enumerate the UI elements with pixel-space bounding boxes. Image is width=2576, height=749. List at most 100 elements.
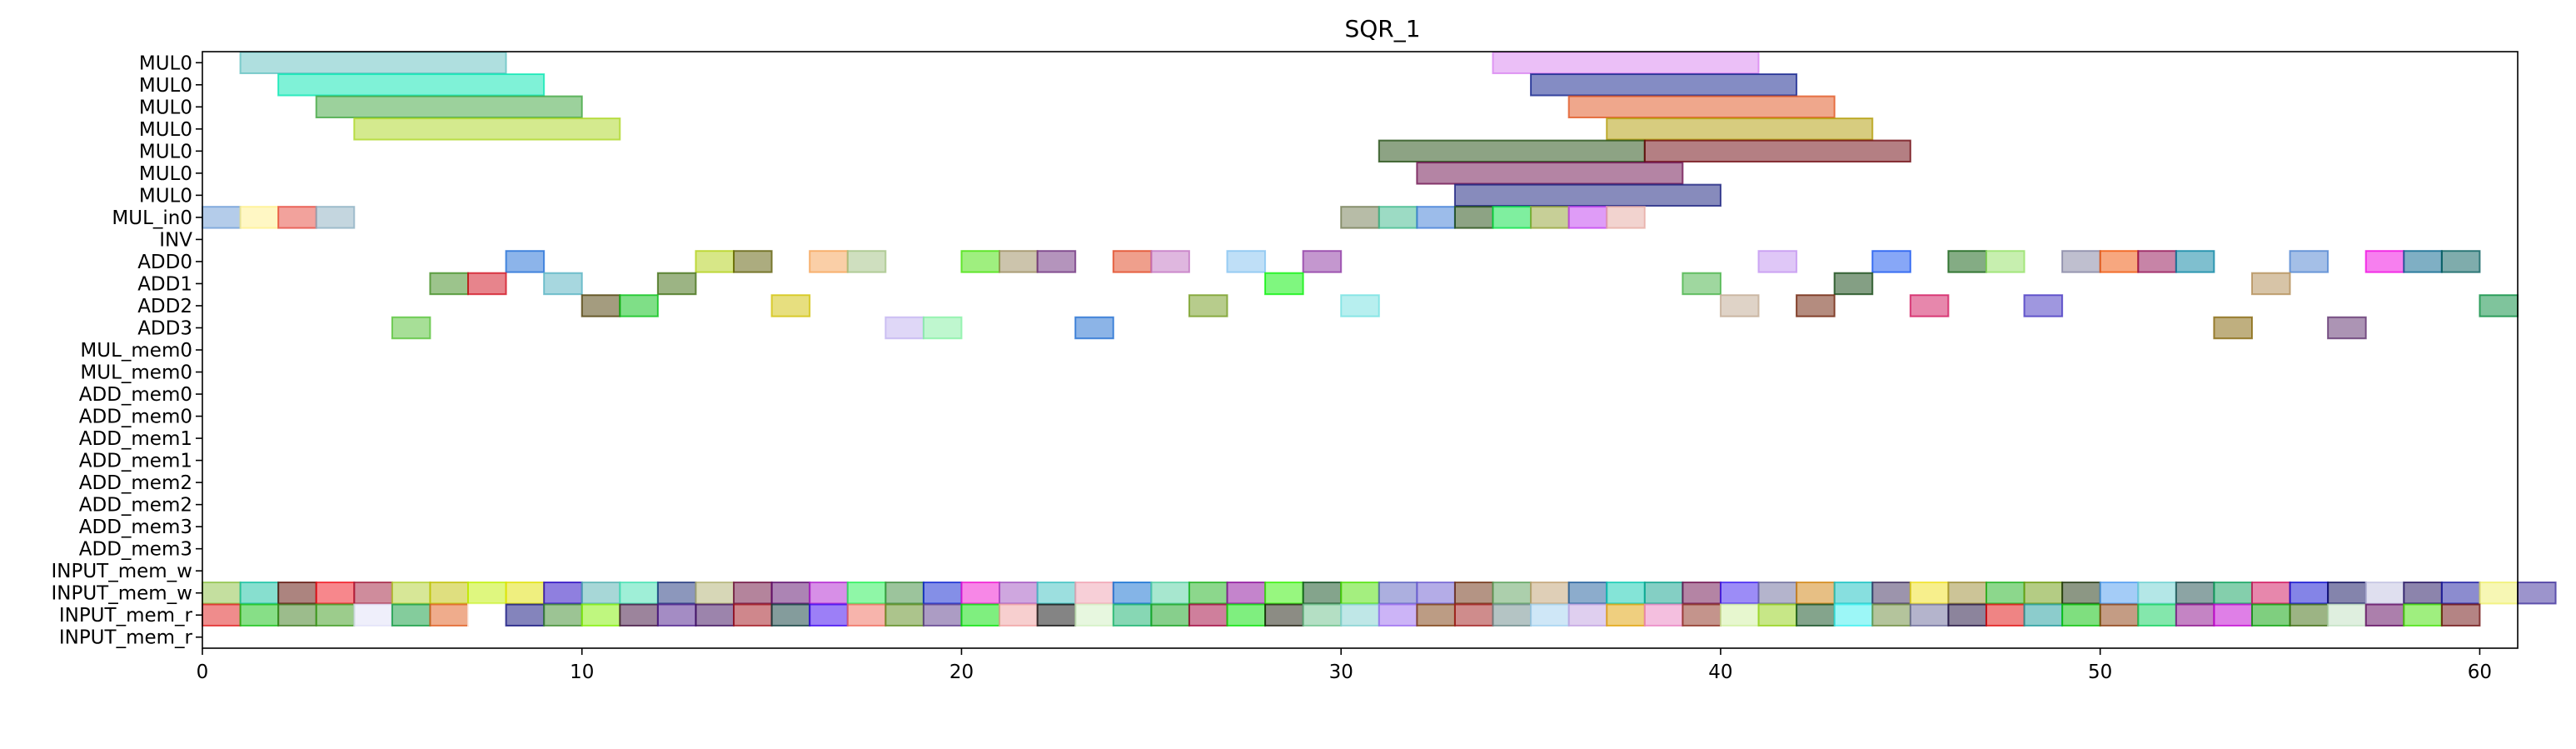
gantt-bar: [1985, 250, 2025, 273]
gantt-bar: [960, 603, 1001, 627]
gantt-bar: [656, 581, 697, 605]
gantt-bar: [1112, 250, 1153, 273]
gantt-bar: [391, 316, 431, 340]
gantt-bar: [1036, 603, 1077, 627]
gantt-bar: [1947, 250, 1987, 273]
gantt-bar: [1492, 581, 1532, 605]
gantt-bar: [1264, 272, 1304, 296]
gantt-bar: [467, 581, 507, 605]
gantt-bar: [1302, 581, 1343, 605]
gantt-bar: [1985, 603, 2025, 627]
gantt-bar: [2403, 250, 2443, 273]
gantt-bar: [809, 603, 849, 627]
gantt-bar: [809, 250, 849, 273]
gantt-bar: [239, 206, 280, 229]
y-tick-label: ADD0: [137, 252, 192, 273]
gantt-bar: [1719, 581, 1760, 605]
gantt-bar: [543, 603, 583, 627]
gantt-bar: [1188, 581, 1228, 605]
gantt-bar: [1985, 581, 2025, 605]
gantt-bar: [1871, 250, 1911, 273]
gantt-bar: [2213, 603, 2253, 627]
gantt-bar: [1340, 206, 1380, 229]
gantt-bar: [695, 581, 735, 605]
gantt-bar: [1947, 581, 1987, 605]
gantt-bar: [1871, 603, 1911, 627]
gantt-bar: [2327, 316, 2367, 340]
gantt-bar: [2137, 250, 2177, 273]
gantt-bar: [467, 603, 507, 627]
gantt-bar: [1909, 581, 1950, 605]
gantt-bar: [1226, 603, 1267, 627]
y-tick-label: ADD_mem1: [79, 428, 192, 450]
gantt-bar: [1871, 581, 1911, 605]
gantt-bar: [1416, 206, 1456, 229]
gantt-bar: [2479, 581, 2519, 605]
gantt-bar: [733, 250, 773, 273]
gantt-bar: [1606, 117, 1874, 141]
y-tick-label: MUL_in0: [112, 207, 192, 229]
gantt-bar: [770, 294, 811, 317]
x-tick-label: 0: [197, 662, 209, 683]
gantt-bar: [656, 272, 697, 296]
gantt-bar: [1264, 581, 1304, 605]
gantt-bar: [2099, 603, 2140, 627]
gantt-bar: [1643, 603, 1684, 627]
y-tick-label: MUL0: [139, 185, 192, 207]
gantt-bar: [1947, 603, 1987, 627]
gantt-bar: [1909, 294, 1950, 317]
gantt-bar: [1719, 603, 1760, 627]
gantt-bar: [1682, 581, 1721, 605]
gantt-bar: [770, 603, 811, 627]
gantt-bar: [1378, 603, 1418, 627]
gantt-bar: [619, 294, 659, 317]
gantt-bar: [1492, 603, 1532, 627]
x-tick-label: 20: [949, 662, 974, 683]
y-tick-label: ADD_mem0: [79, 384, 192, 406]
gantt-bar: [1036, 581, 1077, 605]
gantt-bar: [505, 603, 546, 627]
gantt-bar: [429, 272, 470, 296]
gantt-bar: [353, 603, 393, 627]
gantt-bar: [1264, 603, 1304, 627]
gantt-bar: [2213, 316, 2253, 340]
y-tick-label: MUL_mem0: [80, 362, 192, 384]
gantt-bar: [1643, 581, 1684, 605]
gantt-bar: [2364, 250, 2405, 273]
y-tick-label: ADD_mem1: [79, 451, 192, 472]
gantt-bar: [884, 316, 924, 340]
gantt-bar: [277, 603, 317, 627]
gantt-bar: [1453, 581, 1494, 605]
gantt-bar: [2289, 603, 2329, 627]
gantt-bar: [695, 603, 735, 627]
gantt-bar: [2250, 581, 2291, 605]
x-tick-label: 60: [2468, 662, 2492, 683]
gantt-bar: [1378, 581, 1418, 605]
gantt-bar: [1112, 581, 1153, 605]
gantt-bar: [2061, 603, 2101, 627]
gantt-bar: [1340, 581, 1380, 605]
gantt-bar: [277, 206, 317, 229]
gantt-bar: [1757, 603, 1798, 627]
gantt-bar: [1492, 51, 1760, 74]
bars-group: [202, 51, 2557, 627]
gantt-bar: [960, 250, 1001, 273]
gantt-bar: [1340, 294, 1380, 317]
y-tick-label: MUL0: [139, 52, 192, 74]
x-tick-label: 30: [1329, 662, 1353, 683]
gantt-bar: [1074, 603, 1114, 627]
y-tick-label: ADD1: [137, 273, 192, 295]
gantt-bar: [1492, 206, 1532, 229]
gantt-bar: [2250, 272, 2291, 296]
plot-frame: [202, 51, 2519, 649]
gantt-bar: [2213, 581, 2253, 605]
gantt-bar: [1150, 250, 1190, 273]
gantt-bar: [1833, 603, 1874, 627]
gantt-bar: [391, 603, 431, 627]
gantt-bar: [2327, 581, 2367, 605]
y-tick-label: ADD2: [137, 296, 192, 317]
y-tick-label: MUL_mem0: [80, 340, 192, 362]
gantt-bar: [733, 603, 773, 627]
gantt-bar: [2440, 581, 2481, 605]
